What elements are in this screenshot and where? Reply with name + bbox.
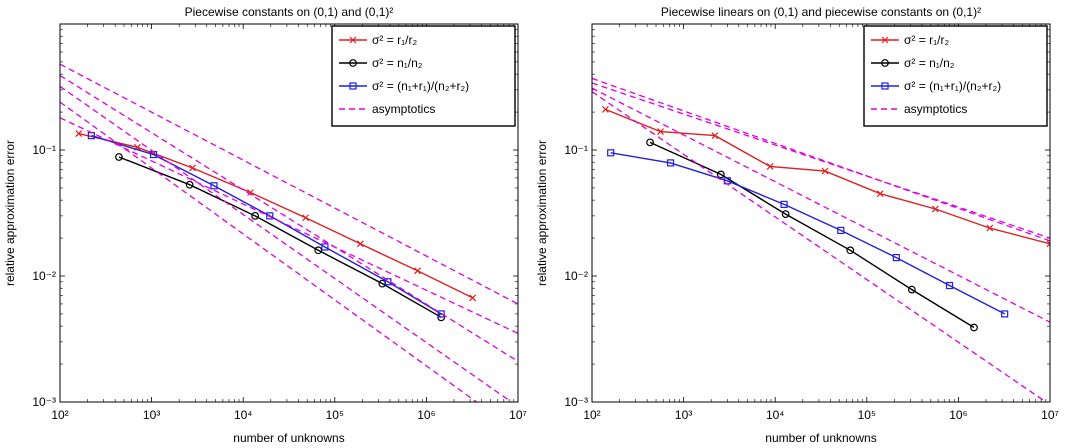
legend-marker-square (349, 82, 357, 90)
asymptotic-line (60, 63, 518, 305)
data-point-x (469, 294, 477, 302)
data-point-x (931, 205, 939, 213)
data-point-square (384, 278, 392, 286)
plot-area (60, 63, 518, 402)
y-tick-label: 10⁻² (564, 269, 588, 283)
data-point-circle (846, 246, 855, 255)
x-tick-label: 10⁶ (949, 408, 967, 422)
data-point-square (892, 253, 900, 262)
x-tick-label: 10⁷ (509, 408, 527, 422)
y-axis-label: relative approximation error (535, 140, 549, 286)
x-axis-label: number of unknowns (765, 431, 876, 445)
x-tick-label: 10⁵ (326, 408, 344, 422)
series-line (610, 152, 1006, 315)
x-tick-label: 10² (583, 408, 600, 422)
x-tick-label: 10⁵ (858, 408, 876, 422)
data-point-circle (115, 153, 123, 161)
data-point-x (711, 132, 719, 140)
y-tick-label: 10⁻³ (32, 395, 56, 409)
left-chart-panel: Piecewise constants on (0,1) and (0,1)² n… (0, 0, 532, 448)
data-point-x (766, 163, 774, 170)
legend-marker-x (881, 36, 889, 44)
legend-marker-circle (349, 59, 357, 67)
data-point-x (1046, 240, 1050, 248)
y-tick-label: 10⁻¹ (32, 143, 56, 157)
asymptotic-line (592, 91, 1048, 402)
legend-entry: σ² = r₁/r₂ (372, 33, 417, 47)
data-point-square (437, 310, 445, 318)
right-chart-panel: Piecewise linears on (0,1) and piecewise… (532, 0, 1064, 448)
data-point-x (821, 167, 829, 175)
data-point-square (321, 243, 329, 251)
x-tick-label: 10² (51, 408, 68, 422)
legend-box (863, 25, 1048, 127)
data-point-x (657, 128, 664, 136)
data-point-square (607, 149, 615, 157)
x-tick-label: 10³ (675, 408, 692, 422)
data-point-x (356, 240, 364, 248)
legend-entry: σ² = (n₁+r₁)/(n₂+r₂) (372, 79, 469, 93)
y-tick-label: 10⁻² (32, 269, 56, 283)
data-point-x (247, 189, 254, 196)
series-line (649, 141, 975, 329)
asymptotic-line (592, 77, 1050, 242)
data-point-circle (970, 323, 978, 332)
asymptotic-line (592, 87, 1050, 323)
data-point-circle (646, 138, 654, 147)
asymptotic-line (60, 117, 518, 334)
data-point-x (876, 190, 884, 198)
data-point-circle (378, 279, 387, 288)
x-tick-label: 10⁴ (766, 408, 785, 422)
legend-entry: asymptotics (904, 102, 967, 116)
axes-frame (591, 23, 1051, 403)
legend-entry: σ² = (n₁+r₁)/(n₂+r₂) (904, 79, 1001, 93)
legend-entry: σ² = n₁/n₂ (904, 56, 955, 70)
chart-title: Piecewise linears on (0,1) and piecewise… (661, 5, 981, 19)
y-axis-label: relative approximation error (3, 140, 17, 286)
data-point-circle (781, 210, 790, 218)
plot-area (592, 77, 1050, 402)
legend-marker-circle (881, 59, 889, 67)
legend-entry: σ² = r₁/r₂ (904, 33, 949, 47)
data-point-square (666, 159, 675, 167)
data-point-x (189, 164, 196, 172)
series-line (78, 132, 474, 299)
data-point-x (601, 105, 609, 113)
x-tick-label: 10³ (143, 408, 160, 422)
right-chart: Piecewise linears on (0,1) and piecewise… (535, 5, 1059, 445)
data-point-x (414, 267, 421, 275)
data-point-circle (907, 285, 916, 294)
x-tick-label: 10⁴ (234, 408, 253, 422)
axes-frame (59, 23, 519, 403)
legend-entry: asymptotics (372, 102, 435, 116)
asymptotic-line (60, 85, 513, 402)
chart-title: Piecewise constants on (0,1) and (0,1)² (185, 5, 394, 19)
data-point-square (780, 200, 788, 209)
asymptotic-line (60, 101, 478, 402)
data-point-square (945, 281, 954, 290)
y-tick-label: 10⁻¹ (564, 143, 588, 157)
y-tick-label: 10⁻³ (564, 395, 588, 409)
series-line (118, 156, 442, 318)
legend-entry: σ² = n₁/n₂ (372, 56, 423, 70)
data-point-square (266, 212, 274, 220)
data-point-square (837, 226, 845, 235)
left-chart: Piecewise constants on (0,1) and (0,1)² n… (3, 5, 527, 445)
asymptotic-line (592, 82, 1050, 239)
data-point-circle (251, 211, 260, 220)
data-point-circle (716, 170, 725, 179)
data-point-square (1001, 310, 1009, 318)
legend-marker-square (881, 82, 889, 90)
data-point-x (75, 130, 83, 138)
x-tick-label: 10⁷ (1041, 408, 1059, 422)
data-point-circle (185, 180, 194, 189)
data-point-square (210, 182, 218, 190)
data-point-x (302, 214, 310, 222)
x-axis-label: number of unknowns (233, 431, 344, 445)
x-tick-label: 10⁶ (417, 408, 435, 422)
data-point-x (986, 224, 994, 232)
legend-marker-x (349, 36, 357, 44)
